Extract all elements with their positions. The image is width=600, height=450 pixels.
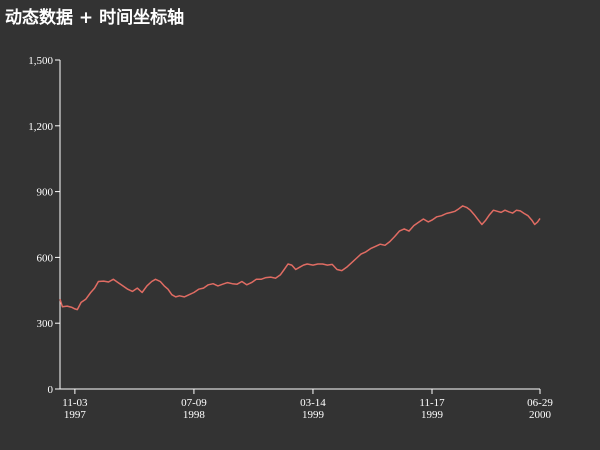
x-tick-label-year: 1997 <box>64 409 87 421</box>
x-axis: 11-03199707-09199803-14199911-17199906-2… <box>60 388 553 421</box>
x-tick-label-date: 11-17 <box>419 397 445 409</box>
chart-title: 动态数据 + 时间坐标轴 <box>5 8 185 28</box>
x-tick-label-date: 07-09 <box>181 397 207 409</box>
y-axis: 0 300 600 900 1,200 1,500 <box>28 55 61 396</box>
x-tick-label-year: 2000 <box>529 409 552 421</box>
x-tick-label-date: 06-29 <box>527 397 553 409</box>
x-tick-label-year: 1999 <box>421 409 444 421</box>
y-tick-label: 1,500 <box>28 55 53 67</box>
y-tick-label: 300 <box>37 318 54 330</box>
x-tick-label-date: 11-03 <box>62 397 88 409</box>
x-tick-label-year: 1998 <box>183 409 206 421</box>
y-tick-label: 600 <box>37 252 54 264</box>
y-tick-label: 1,200 <box>28 121 53 133</box>
series-line <box>59 205 541 311</box>
series-group <box>59 205 541 311</box>
y-tick-label: 0 <box>48 384 54 396</box>
x-tick-label-date: 03-14 <box>300 397 326 409</box>
x-tick-label-year: 1999 <box>302 409 325 421</box>
y-tick-label: 900 <box>37 187 54 199</box>
